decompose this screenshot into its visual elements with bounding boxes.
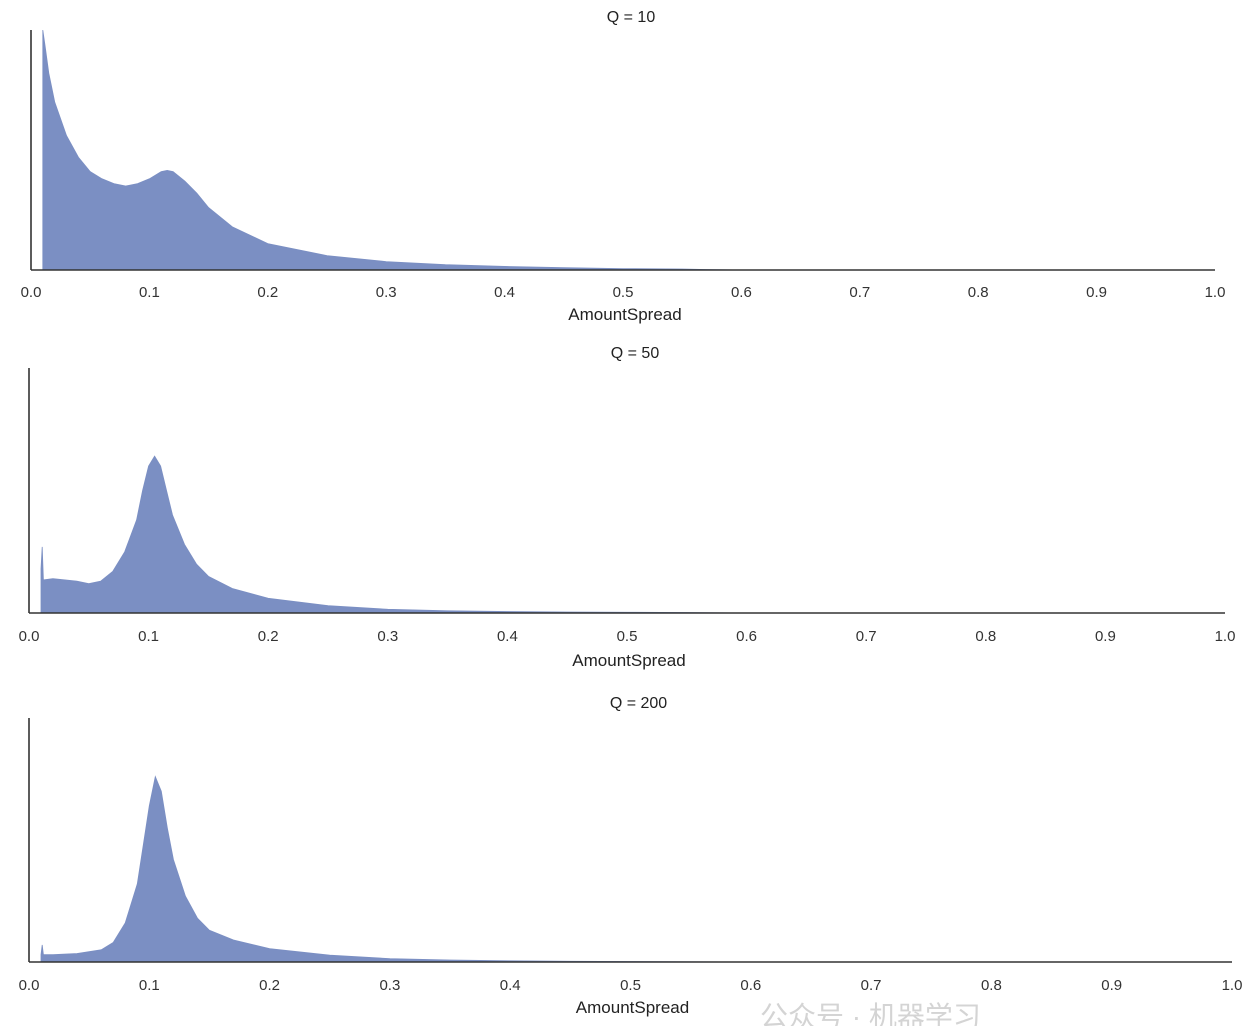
- x-tick-label: 0.2: [259, 977, 280, 994]
- watermark-text: 公众号 · 机器学习: [760, 1001, 981, 1026]
- x-tick-label: 0.0: [21, 284, 42, 301]
- x-tick-label: 0.1: [138, 628, 159, 645]
- x-tick-label: 0.5: [617, 628, 638, 645]
- panel-title: Q = 10: [607, 9, 656, 26]
- x-tick-label: 0.3: [377, 628, 398, 645]
- x-tick-label: 0.8: [968, 284, 989, 301]
- x-tick-label: 1.0: [1222, 977, 1243, 994]
- x-tick-label: 0.6: [740, 977, 761, 994]
- x-tick-label: 0.2: [257, 284, 278, 301]
- x-axis-label: AmountSpread: [576, 998, 689, 1017]
- x-tick-label: 0.5: [613, 284, 634, 301]
- panel-title: Q = 50: [611, 345, 660, 362]
- x-tick-label: 0.3: [379, 977, 400, 994]
- histogram-area: [42, 29, 1215, 271]
- x-tick-label: 0.5: [620, 977, 641, 994]
- x-tick-label: 0.0: [19, 977, 40, 994]
- x-tick-label: 0.9: [1101, 977, 1122, 994]
- x-tick-label: 1.0: [1215, 628, 1236, 645]
- x-tick-label: 0.7: [849, 284, 870, 301]
- x-tick-label: 0.0: [19, 628, 40, 645]
- x-tick-label: 1.0: [1205, 284, 1226, 301]
- chart-panels: 0.0 0.1 0.2 0.3 0.4 0.5 0.6 0.7 0.8 0.9 1.0 Q = 10 A…: [19, 9, 1243, 1017]
- histogram-area: [40, 455, 1225, 614]
- x-tick-label: 0.6: [731, 284, 752, 301]
- histogram-area: [40, 775, 1232, 963]
- x-tick-label: 0.9: [1095, 628, 1116, 645]
- x-tick-label: 0.8: [975, 628, 996, 645]
- chart-panel: 0.0 0.1 0.2 0.3 0.4 0.5 0.6 0.7 0.8 0.9 1.0 Q = 200…: [19, 695, 1243, 1017]
- x-tick-label: 0.4: [497, 628, 518, 645]
- x-tick-label: 0.8: [981, 977, 1002, 994]
- x-tick-label: 0.3: [376, 284, 397, 301]
- x-tick-label: 0.1: [139, 977, 160, 994]
- x-tick-label: 0.1: [139, 284, 160, 301]
- chart-panel: 0.0 0.1 0.2 0.3 0.4 0.5 0.6 0.7 0.8 0.9 1.0 Q = 50 A…: [19, 345, 1236, 670]
- x-axis-label: AmountSpread: [568, 305, 681, 324]
- x-tick-label: 0.7: [856, 628, 877, 645]
- panel-title: Q = 200: [610, 695, 667, 712]
- x-tick-label: 0.2: [258, 628, 279, 645]
- chart-panel: 0.0 0.1 0.2 0.3 0.4 0.5 0.6 0.7 0.8 0.9 1.0 Q = 10 A…: [21, 9, 1226, 324]
- x-tick-label: 0.6: [736, 628, 757, 645]
- x-tick-label: 0.7: [861, 977, 882, 994]
- x-tick-label: 0.4: [500, 977, 521, 994]
- x-axis-label: AmountSpread: [572, 651, 685, 670]
- x-tick-label: 0.9: [1086, 284, 1107, 301]
- x-tick-label: 0.4: [494, 284, 515, 301]
